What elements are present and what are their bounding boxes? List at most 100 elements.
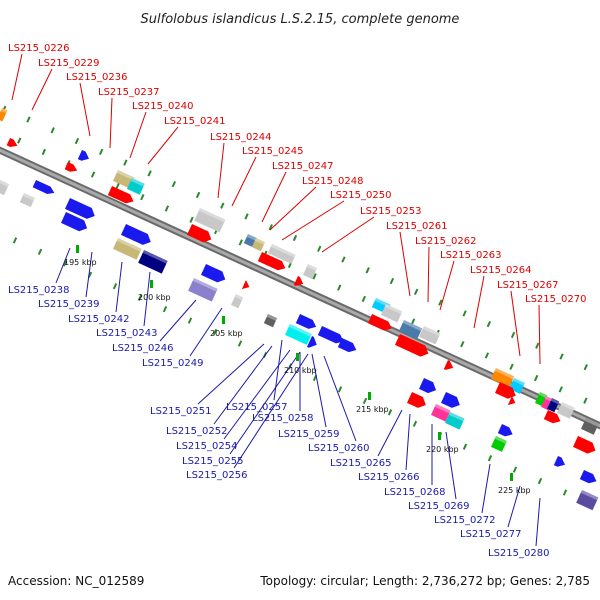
ruler-tick xyxy=(76,245,79,253)
forward-gene-label: LS215_0253 xyxy=(360,206,421,217)
reverse-gene-leader-line xyxy=(55,247,71,284)
forward-gene-leader-line xyxy=(31,68,53,111)
reverse-gene-leader-line xyxy=(273,339,283,401)
forward-gene-label: LS215_0237 xyxy=(98,87,159,98)
track-tick-mark xyxy=(17,137,22,144)
track-tick-mark xyxy=(535,342,540,349)
forward-gene-label: LS215_0229 xyxy=(38,58,99,69)
track-tick-mark xyxy=(140,194,145,201)
gene-feature xyxy=(241,280,250,290)
track-tick-mark xyxy=(12,237,18,244)
reverse-gene-label: LS215_0280 xyxy=(488,548,549,559)
gene-feature xyxy=(32,180,55,194)
forward-gene-label: LS215_0250 xyxy=(330,190,391,201)
reverse-gene-leader-line xyxy=(197,343,265,405)
gene-feature xyxy=(497,424,513,437)
gene-feature xyxy=(251,238,266,252)
gene-feature xyxy=(430,404,451,422)
gene-feature xyxy=(507,396,516,406)
reverse-gene-leader-line xyxy=(377,409,403,457)
track-tick-mark xyxy=(558,386,563,393)
track-tick-mark xyxy=(361,295,367,303)
ruler-tick xyxy=(510,473,513,481)
gene-feature xyxy=(579,470,597,484)
track-tick-mark xyxy=(37,248,43,255)
gene-feature xyxy=(284,324,312,345)
gene-feature xyxy=(6,138,18,147)
track-tick-mark xyxy=(337,284,342,291)
gene-label-layer: LS215_0226 LS215_0229 LS215_0236 LS215_0237… xyxy=(8,43,586,559)
reverse-gene-leader-line xyxy=(229,351,301,455)
forward-gene-label: LS215_0245 xyxy=(242,146,303,157)
reverse-gene-label: LS215_0255 xyxy=(182,456,243,467)
ruler-kbp-label: 200 kbp xyxy=(138,293,171,302)
track-tick-mark xyxy=(438,299,443,306)
forward-gene-label: LS215_0263 xyxy=(440,250,501,261)
forward-gene-leader-line xyxy=(321,216,375,253)
reverse-gene-label: LS215_0251 xyxy=(150,406,211,417)
track-tick-mark xyxy=(41,148,47,156)
forward-gene-leader-line xyxy=(281,200,345,241)
forward-gene-label: LS215_0264 xyxy=(470,265,531,276)
ruler-kbp-label: 210 kbp xyxy=(284,366,317,375)
map-title: Sulfolobus islandicus L.S.2.15, complete… xyxy=(141,12,460,27)
track-tick-mark xyxy=(212,328,218,336)
reverse-gene-label: LS215_0246 xyxy=(112,343,173,354)
label-leader-layer xyxy=(11,53,541,547)
genome-summary-text: Topology: circular; Length: 2,736,272 bp… xyxy=(259,574,590,588)
reverse-gene-label: LS215_0258 xyxy=(252,413,313,424)
track-tick-mark xyxy=(389,277,395,285)
reverse-gene-leader-line xyxy=(223,349,291,440)
kbp-ruler-layer: 195 kbp 200 kbp 205 kbp 210 kbp 215 kbp 220 k… xyxy=(64,245,531,495)
gene-feature xyxy=(367,314,392,331)
gene-feature xyxy=(394,334,429,357)
gene-feature xyxy=(230,294,244,309)
gene-feature xyxy=(60,212,88,232)
gene-feature xyxy=(556,402,575,419)
track-tick-mark xyxy=(487,455,493,462)
track-tick-mark xyxy=(26,116,31,123)
track-tick-mark xyxy=(413,288,419,295)
forward-gene-leader-line xyxy=(439,260,455,311)
reverse-gene-label: LS215_0256 xyxy=(186,470,247,481)
track-tick-mark xyxy=(74,137,80,145)
track-tick-mark xyxy=(268,224,273,231)
forward-gene-leader-line xyxy=(538,304,541,365)
gene-feature xyxy=(406,392,426,408)
track-tick-mark xyxy=(312,273,317,280)
ruler-kbp-label: 220 kbp xyxy=(426,445,459,454)
track-tick-mark xyxy=(90,171,96,178)
reverse-gene-leader-line xyxy=(115,261,123,313)
reverse-gene-leader-line xyxy=(405,413,411,471)
forward-gene-leader-line xyxy=(147,126,179,165)
gene-feature xyxy=(543,410,561,424)
gene-feature xyxy=(0,108,8,122)
forward-gene-leader-line xyxy=(510,290,521,357)
gene-feature xyxy=(293,276,304,286)
gene-feature xyxy=(380,304,403,323)
gene-feature xyxy=(490,436,507,452)
gene-feature xyxy=(302,264,318,280)
reverse-gene-leader-line xyxy=(481,463,491,514)
forward-gene-leader-line xyxy=(473,275,485,329)
forward-gene-label: LS215_0247 xyxy=(272,161,333,172)
gene-feature xyxy=(443,360,454,370)
track-tick-mark xyxy=(410,318,416,325)
track-tick-mark xyxy=(462,310,467,317)
gene-feature xyxy=(337,338,357,353)
forward-gene-label: LS215_0270 xyxy=(525,294,586,305)
reverse-gene-label: LS215_0254 xyxy=(176,441,237,452)
gene-feature xyxy=(200,264,226,283)
track-tick-mark xyxy=(220,202,225,209)
gene-feature xyxy=(112,170,135,189)
track-tick-mark xyxy=(562,489,568,496)
reverse-gene-leader-line xyxy=(213,345,273,425)
forward-gene-leader-line xyxy=(261,171,287,223)
gene-feature xyxy=(398,320,423,340)
track-tick-mark xyxy=(509,363,514,370)
reverse-gene-label: LS215_0243 xyxy=(96,328,157,339)
gene-feature xyxy=(418,326,441,345)
forward-gene-leader-line xyxy=(269,186,317,231)
